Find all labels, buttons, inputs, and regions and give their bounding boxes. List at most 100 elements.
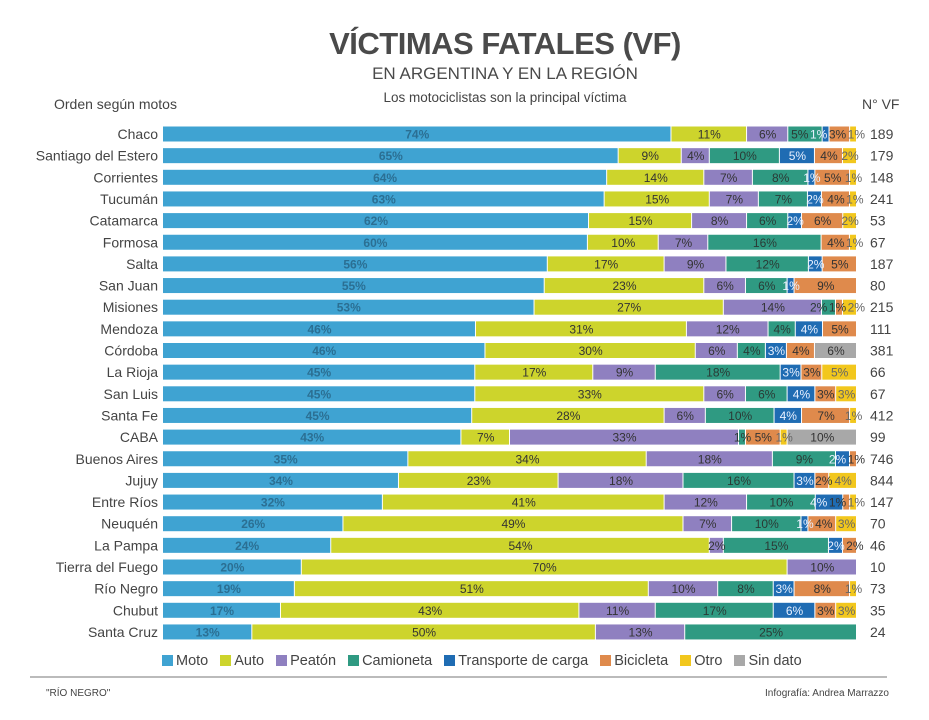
data-label: 23%	[467, 474, 491, 488]
bar-segment-transporte-de-carga	[828, 537, 842, 553]
data-label: 4%	[793, 387, 811, 401]
bar-segment-otro	[850, 407, 856, 423]
bar-segment-bicicleta	[829, 126, 850, 142]
data-label: 4%	[743, 344, 761, 358]
bar-segment-camioneta	[655, 602, 773, 618]
vf-total: 24	[870, 624, 886, 640]
bar-segment-peatón	[709, 537, 723, 553]
bar-segment-peatón	[648, 581, 718, 597]
bar-segment-moto	[163, 559, 301, 575]
bar-segment-peatón	[747, 126, 788, 142]
vf-total: 844	[870, 472, 894, 488]
bar-segment-peatón	[664, 256, 726, 272]
bar-segment-transporte-de-carga	[773, 581, 794, 597]
category-label: Jujuy	[125, 472, 158, 488]
legend-item: Bicicleta	[600, 653, 668, 669]
bar-segment-auto	[301, 559, 787, 575]
data-label: 1%	[848, 452, 866, 466]
bar-segment-camioneta	[683, 472, 794, 488]
data-label: 6%	[786, 604, 804, 618]
bar-segment-peatón	[593, 364, 655, 380]
data-label: 4%	[792, 344, 810, 358]
data-label: 26%	[241, 517, 265, 531]
bar-segment-otro	[850, 169, 856, 185]
vf-total: 189	[870, 126, 894, 142]
data-label: 2%	[841, 214, 859, 228]
bar-segment-moto	[163, 386, 475, 402]
data-label: 6%	[716, 387, 734, 401]
bar-segment-auto	[618, 148, 681, 164]
category-label: Chubut	[113, 602, 158, 618]
bar-segment-auto	[472, 407, 664, 423]
bar-segment-bicicleta	[835, 299, 842, 315]
data-label: 6%	[827, 344, 845, 358]
bar-segment-peatón	[709, 191, 758, 207]
data-label: 16%	[753, 236, 777, 250]
bar-segment-otro	[836, 516, 856, 532]
bar-segment-auto	[461, 429, 509, 445]
category-label: Tierra del Fuego	[56, 559, 158, 575]
legend-item: Sin dato	[734, 653, 802, 669]
data-label: 10%	[733, 149, 757, 163]
bar-segment-peatón	[510, 429, 739, 445]
category-label: San Luis	[104, 386, 158, 402]
credit-text: Infografía: Andrea Marrazzo	[765, 688, 889, 699]
bar-segment-moto	[163, 364, 475, 380]
data-label: 3%	[838, 604, 856, 618]
category-label: Tucumán	[100, 191, 158, 207]
bar-segment-moto	[163, 602, 280, 618]
data-label: 31%	[569, 322, 593, 336]
bar-segment-peatón	[723, 299, 821, 315]
data-label: 1%	[845, 409, 863, 423]
data-label: 25%	[759, 625, 783, 639]
vf-total: 179	[870, 148, 894, 164]
bar-segment-peatón	[704, 278, 745, 294]
bar-segment-moto	[163, 624, 252, 640]
data-label: 51%	[460, 582, 484, 596]
legend-item: Camioneta	[348, 653, 432, 669]
data-label: 3%	[817, 387, 835, 401]
data-label: 8%	[737, 582, 755, 596]
bar-segment-otro	[836, 386, 856, 402]
bar-segment-sin-dato	[787, 429, 856, 445]
bar-segment-transporte-de-carga	[815, 494, 843, 510]
data-label: 9%	[817, 279, 835, 293]
bar-segment-camioneta	[739, 429, 745, 445]
data-label: 3%	[768, 344, 786, 358]
vf-total: 187	[870, 256, 894, 272]
data-label: 4%	[780, 409, 798, 423]
data-label: 4%	[815, 517, 833, 531]
data-label: 2%	[708, 539, 726, 553]
data-label: 5%	[824, 171, 842, 185]
data-label: 1%	[796, 517, 814, 531]
legend-label: Transporte de carga	[458, 653, 589, 669]
bar-segment-transporte-de-carga	[773, 602, 815, 618]
bar-segment-moto	[163, 148, 618, 164]
data-label: 8%	[814, 582, 832, 596]
data-label: 17%	[210, 604, 234, 618]
data-label: 19%	[217, 582, 241, 596]
data-label: 60%	[363, 236, 387, 250]
data-label: 4%	[687, 149, 705, 163]
data-label: 12%	[694, 496, 718, 510]
bar-segment-camioneta	[788, 126, 822, 142]
data-label: 4%	[827, 192, 845, 206]
data-label: 8%	[711, 214, 729, 228]
bar-segment-bicicleta	[794, 581, 850, 597]
bar-segment-camioneta	[772, 451, 835, 467]
legend-label: Bicicleta	[614, 653, 669, 669]
category-label: Corrientes	[93, 169, 158, 185]
data-label: 1%	[803, 171, 821, 185]
order-note: Orden según motos	[54, 96, 177, 112]
bar-segment-auto	[607, 169, 704, 185]
data-label: 9%	[642, 149, 660, 163]
category-label: Salta	[126, 256, 158, 272]
data-label: 27%	[617, 301, 641, 315]
bar-segment-peatón	[558, 472, 683, 488]
vf-total: 412	[870, 407, 894, 423]
bar-segment-transporte-de-carga	[779, 148, 814, 164]
bar-segment-bicicleta	[821, 191, 849, 207]
data-label: 15%	[764, 539, 788, 553]
data-label: 2%	[829, 452, 847, 466]
